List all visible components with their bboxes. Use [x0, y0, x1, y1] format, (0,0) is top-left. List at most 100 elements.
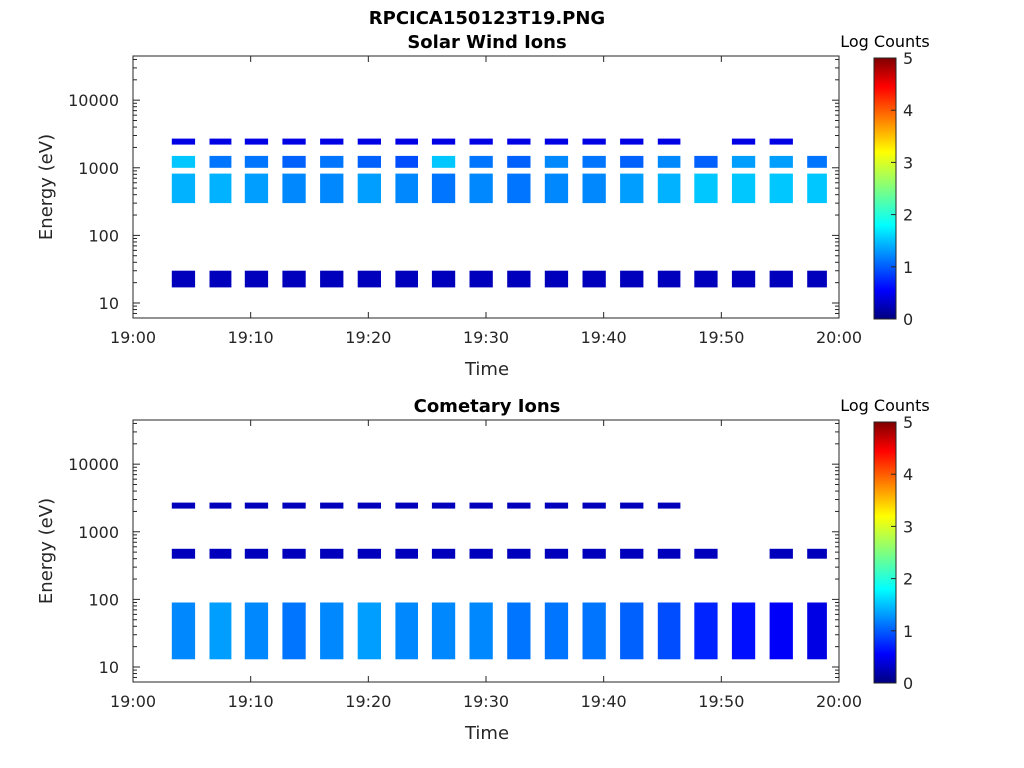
x-tick-label: 19:30	[463, 692, 509, 711]
spectrogram-cell	[657, 502, 681, 509]
spectrogram-cell	[657, 138, 681, 145]
colorbar-tick-label: 1	[903, 258, 913, 277]
solar-wind-colorbar-label: Log Counts	[840, 32, 930, 51]
spectrogram-cell	[320, 155, 344, 168]
cometary-panel: Cometary Ions 19:00 19:10 19:20 19:30 19:40 1…	[36, 396, 930, 744]
x-tick-label: 19:40	[581, 692, 627, 711]
figure-filename-title: RPCICA150123T19.PNG	[369, 8, 605, 29]
spectrogram-cell	[171, 155, 196, 168]
cometary-title: Cometary Ions	[414, 396, 561, 417]
spectrogram-cell	[769, 548, 793, 559]
spectrogram-cell	[657, 155, 681, 168]
spectrogram-cell	[469, 548, 493, 559]
spectrogram-cell	[357, 502, 381, 509]
spectrogram-cell	[544, 138, 569, 145]
spectrogram-cell	[282, 270, 306, 288]
cometary-ylabel: Energy (eV)	[36, 498, 57, 604]
spectrogram-cell	[320, 270, 344, 288]
spectrogram-cell	[507, 270, 531, 288]
spectrogram-cell	[357, 602, 381, 660]
spectrogram-cell	[209, 138, 232, 145]
x-tick-label: 19:50	[698, 328, 744, 347]
x-tick-label: 19:30	[463, 328, 509, 347]
solar-wind-title: Solar Wind Ions	[407, 32, 566, 53]
spectrogram-cell	[731, 155, 756, 168]
spectrogram-cell	[209, 155, 232, 168]
spectrogram-cell	[769, 138, 793, 145]
spectrogram-cell	[395, 138, 418, 145]
spectrogram-cell	[544, 548, 569, 559]
cometary-colorbar	[873, 421, 897, 684]
y-tick-label: 100	[88, 590, 119, 609]
spectrogram-cell	[244, 155, 269, 168]
solar-wind-colorbar	[873, 57, 897, 320]
spectrogram-cell	[582, 602, 606, 660]
spectrogram-cell	[620, 270, 644, 288]
colorbar-tick-label: 0	[903, 674, 913, 693]
spectrogram-cell	[769, 602, 793, 660]
spectrogram-cell	[582, 548, 606, 559]
y-tick-label: 1000	[78, 523, 119, 542]
solar-wind-ylabel: Energy (eV)	[36, 134, 57, 240]
spectrogram-cell	[620, 173, 644, 204]
x-tick-label: 19:20	[345, 328, 391, 347]
cometary-colorbar-ticks: 0 1 2 3 4 5	[891, 413, 913, 693]
spectrogram-cell	[320, 138, 344, 145]
spectrogram-cell	[769, 155, 793, 168]
spectrogram-cell	[282, 548, 306, 559]
solar-wind-spectrogram	[171, 138, 827, 288]
colorbar-tick-label: 1	[903, 622, 913, 641]
spectrogram-cell	[544, 270, 569, 288]
x-tick-label: 19:10	[228, 692, 274, 711]
spectrogram-cell	[544, 502, 569, 509]
spectrogram-cell	[171, 270, 196, 288]
y-tick-label: 1000	[78, 159, 119, 178]
spectrogram-cell	[171, 602, 196, 660]
solar-wind-ticks: 19:00 19:10 19:20 19:30 19:40 19:50 20:00 10 100…	[68, 56, 862, 347]
spectrogram-cell	[731, 270, 756, 288]
x-tick-label: 19:00	[110, 692, 156, 711]
x-tick-label: 20:00	[816, 692, 862, 711]
spectrogram-cell	[657, 270, 681, 288]
spectrogram-cell	[244, 548, 269, 559]
spectrogram-cell	[431, 173, 456, 204]
spectrogram-cell	[357, 173, 381, 204]
spectrogram-cell	[769, 270, 793, 288]
spectrogram-cell	[244, 602, 269, 660]
spectrogram-cell	[357, 138, 381, 145]
y-tick-label: 10	[99, 294, 119, 313]
colorbar-tick-label: 0	[903, 310, 913, 329]
spectrogram-cell	[395, 270, 418, 288]
spectrogram-cell	[694, 155, 718, 168]
spectrogram-cell	[807, 173, 827, 204]
spectrogram-cell	[694, 602, 718, 660]
spectrogram-cell	[620, 548, 644, 559]
spectrogram-cell	[431, 602, 456, 660]
spectrogram-cell	[657, 548, 681, 559]
spectrogram-cell	[507, 155, 531, 168]
spectrogram-cell	[171, 138, 196, 145]
solar-wind-colorbar-ticks: 0 1 2 3 4 5	[891, 49, 913, 329]
colorbar-tick-label: 3	[903, 153, 913, 172]
spectrogram-cell	[209, 173, 232, 204]
x-tick-label: 19:20	[345, 692, 391, 711]
spectrogram-cell	[282, 173, 306, 204]
colorbar-tick-label: 2	[903, 206, 913, 225]
spectrogram-cell	[395, 173, 418, 204]
spectrogram-cell	[209, 602, 232, 660]
spectrogram-cell	[282, 502, 306, 509]
y-tick-label: 10000	[68, 455, 119, 474]
spectrogram-cell	[620, 138, 644, 145]
spectrogram-cell	[395, 602, 418, 660]
spectrogram-cell	[507, 173, 531, 204]
colorbar-tick-label: 5	[903, 413, 913, 432]
x-tick-label: 19:50	[698, 692, 744, 711]
y-tick-label: 100	[88, 226, 119, 245]
spectrogram-cell	[507, 548, 531, 559]
spectrogram-cell	[469, 502, 493, 509]
spectrogram-cell	[244, 173, 269, 204]
spectrogram-cell	[657, 602, 681, 660]
spectrogram-cell	[209, 270, 232, 288]
spectrogram-cell	[282, 155, 306, 168]
spectrogram-cell	[469, 138, 493, 145]
